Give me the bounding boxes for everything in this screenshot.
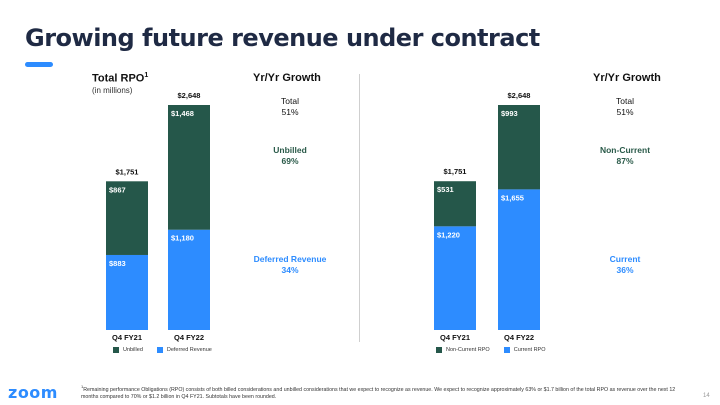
legend-swatch-deferred <box>156 347 163 353</box>
right-growth-noncurrent: Non-Current 87% <box>575 145 675 167</box>
left-growth-total: Total 51% <box>240 96 340 118</box>
left-legend: Unbilled Deferred Revenue <box>113 347 226 353</box>
right-growth-total: Total 51% <box>575 96 675 118</box>
left-growth-unbilled-value: 69% <box>281 156 299 166</box>
left-bar-label-0-1: $1,180 <box>171 234 194 243</box>
right-legend: Non-Current RPO Current RPO <box>436 347 560 353</box>
left-bar-label-1-1: $1,468 <box>171 109 194 118</box>
right-total-label-0: $1,751 <box>444 167 467 176</box>
right-bar-non-current-rpo-1 <box>498 105 540 190</box>
rpo-subheading: (in millions) <box>92 86 133 95</box>
page-number: 14 <box>703 393 710 399</box>
legend-item-unbilled: Unbilled <box>113 347 143 353</box>
right-growth-noncurrent-value: 87% <box>616 156 634 166</box>
right-category-label-1: Q4 FY22 <box>504 333 534 342</box>
legend-swatch-unbilled <box>113 347 119 353</box>
left-growth-title: Yr/Yr Growth <box>253 72 321 84</box>
left-bar-unbilled-0 <box>106 181 148 255</box>
right-growth-title: Yr/Yr Growth <box>593 72 661 84</box>
title-accent-bar <box>25 62 53 67</box>
left-growth-unbilled-label: Unbilled <box>273 145 307 155</box>
right-growth-total-value: 51% <box>616 107 634 117</box>
left-total-label-1: $2,648 <box>178 91 201 100</box>
left-category-label-0: Q4 FY21 <box>112 333 142 342</box>
left-growth-unbilled: Unbilled 69% <box>240 145 340 167</box>
footnote: 1Remaining performance Obligations (RPO)… <box>81 383 691 401</box>
legend-swatch-noncurrent <box>436 347 442 353</box>
left-bar-deferred-revenue-0 <box>106 254 148 330</box>
right-bar-current-rpo-0 <box>434 226 476 330</box>
legend-label-current: Current RPO <box>513 347 546 353</box>
left-bar-label-1-0: $867 <box>109 185 126 194</box>
legend-swatch-current <box>503 347 510 353</box>
rpo-heading-text: Total RPO <box>92 72 145 85</box>
zoom-logo: zoom <box>8 383 58 402</box>
right-growth-noncurrent-label: Non-Current <box>599 145 651 155</box>
right-growth-current-label: Current <box>609 254 641 264</box>
left-bar-label-0-0: $883 <box>109 259 126 268</box>
right-growth-current: Current 36% <box>575 254 675 276</box>
legend-label-deferred: Deferred Revenue <box>166 347 212 353</box>
right-growth-current-value: 36% <box>616 265 634 275</box>
legend-label-unbilled: Unbilled <box>123 347 143 353</box>
left-category-label-1: Q4 FY22 <box>174 333 204 342</box>
footnote-sup: 1 <box>81 384 84 389</box>
footnote-text: Remaining performance Obligations (RPO) … <box>81 386 676 400</box>
right-bar-label-1-0: $531 <box>437 185 454 194</box>
legend-item-current: Current RPO <box>503 347 546 353</box>
left-bar-unbilled-1 <box>168 105 210 230</box>
page-title: Growing future revenue under contract <box>25 24 540 52</box>
right-bar-current-rpo-1 <box>498 189 540 330</box>
legend-item-deferred: Deferred Revenue <box>156 347 212 353</box>
right-bar-label-1-1: $993 <box>501 109 518 118</box>
panel-divider <box>359 74 360 342</box>
right-bar-non-current-rpo-0 <box>434 181 476 227</box>
left-growth-deferred-label: Deferred Revenue <box>253 254 327 264</box>
legend-item-noncurrent: Non-Current RPO <box>436 347 490 353</box>
left-total-label-0: $1,751 <box>116 167 139 176</box>
rpo-heading: Total RPO1 <box>92 72 148 85</box>
left-growth-total-value: 51% <box>281 107 299 117</box>
left-growth-total-label: Total <box>281 96 299 106</box>
right-bar-label-0-0: $1,220 <box>437 230 460 239</box>
right-category-label-0: Q4 FY21 <box>440 333 470 342</box>
rpo-heading-sup: 1 <box>144 72 149 79</box>
left-growth-deferred: Deferred Revenue 34% <box>240 254 340 276</box>
right-total-label-1: $2,648 <box>508 91 531 100</box>
left-bar-deferred-revenue-1 <box>168 229 210 330</box>
right-growth-total-label: Total <box>616 96 634 106</box>
right-bar-label-0-1: $1,655 <box>501 193 524 202</box>
left-growth-deferred-value: 34% <box>281 265 299 275</box>
legend-label-noncurrent: Non-Current RPO <box>446 347 490 353</box>
